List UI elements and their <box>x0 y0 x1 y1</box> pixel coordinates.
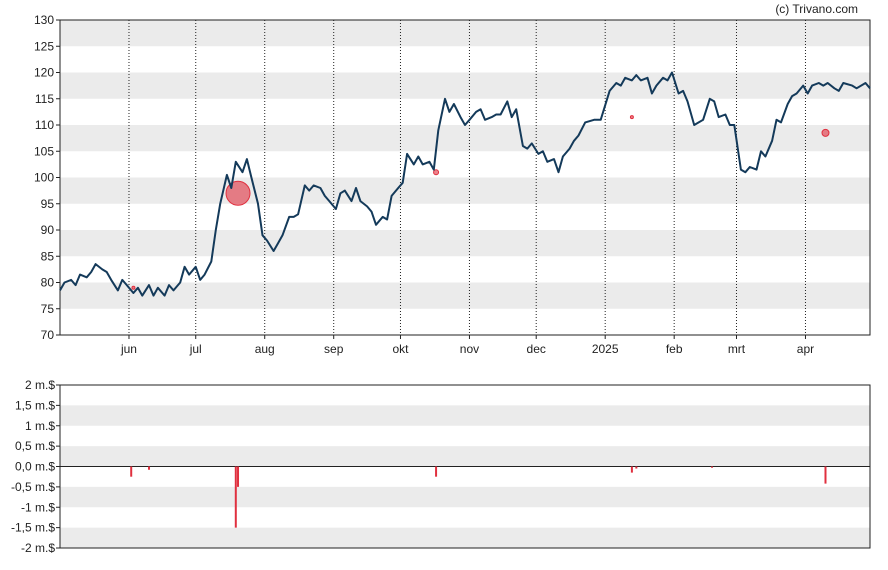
price-x-tick-label: apr <box>797 342 814 356</box>
price-y-tick-label: 120 <box>34 66 54 80</box>
volume-y-tick-label: -1,5 m.$ <box>11 521 55 535</box>
volume-bar <box>130 466 133 477</box>
volume-grid-band <box>60 527 870 548</box>
price-grid-band <box>60 20 870 47</box>
volume-bar <box>148 466 151 470</box>
price-y-tick-label: 110 <box>35 118 54 132</box>
volume-bar <box>824 466 827 484</box>
volume-bar <box>630 466 633 473</box>
price-grid-band <box>60 230 870 257</box>
volume-y-tick-label: -1 m.$ <box>21 500 55 514</box>
price-grid-band <box>60 177 870 204</box>
price-x-tick-label: jun <box>120 342 137 356</box>
price-y-tick-label: 75 <box>41 302 55 316</box>
price-x-tick-label: mrt <box>728 342 746 356</box>
price-y-tick-label: 100 <box>34 171 54 185</box>
price-marker <box>821 128 830 137</box>
price-x-tick-label: aug <box>255 342 275 356</box>
volume-y-tick-label: 2 m.$ <box>25 378 55 392</box>
volume-y-tick-label: 0,5 m.$ <box>15 439 55 453</box>
price-x-tick-label: okt <box>392 342 409 356</box>
price-y-tick-label: 105 <box>34 144 54 158</box>
volume-grid-band <box>60 405 870 426</box>
price-y-tick-label: 125 <box>34 39 54 53</box>
copyright-label: (c) Trivano.com <box>775 2 858 16</box>
price-x-tick-label: 2025 <box>592 342 619 356</box>
price-y-tick-label: 95 <box>41 197 55 211</box>
price-x-tick-label: dec <box>527 342 546 356</box>
price-x-tick-label: jul <box>189 342 202 356</box>
volume-bar <box>435 466 438 477</box>
price-grid-band <box>60 72 870 99</box>
price-y-tick-label: 90 <box>41 223 55 237</box>
volume-y-tick-label: -0,5 m.$ <box>11 480 55 494</box>
price-x-tick-label: sep <box>324 342 344 356</box>
price-y-tick-label: 70 <box>41 328 55 342</box>
volume-bar <box>237 466 240 487</box>
price-grid-band <box>60 282 870 309</box>
price-grid-band <box>60 125 870 152</box>
volume-y-tick-label: -2 m.$ <box>21 541 55 555</box>
volume-bar <box>711 466 714 468</box>
volume-y-tick-label: 0,0 m.$ <box>15 460 55 474</box>
price-y-tick-label: 115 <box>35 92 54 106</box>
volume-y-tick-label: 1 m.$ <box>25 419 55 433</box>
price-marker <box>433 169 440 176</box>
price-marker <box>131 285 136 290</box>
price-y-tick-label: 85 <box>41 249 55 263</box>
price-y-tick-label: 130 <box>34 13 54 27</box>
volume-bar <box>234 466 237 528</box>
volume-grid-band <box>60 446 870 467</box>
price-series-line <box>59 71 871 297</box>
price-x-tick-label: nov <box>460 342 479 356</box>
price-y-tick-label: 80 <box>41 276 55 290</box>
volume-bar <box>635 466 638 469</box>
volume-y-tick-label: 1,5 m.$ <box>15 398 55 412</box>
price-x-tick-label: feb <box>666 342 683 356</box>
volume-grid-band <box>60 486 870 508</box>
price-marker <box>629 115 634 120</box>
